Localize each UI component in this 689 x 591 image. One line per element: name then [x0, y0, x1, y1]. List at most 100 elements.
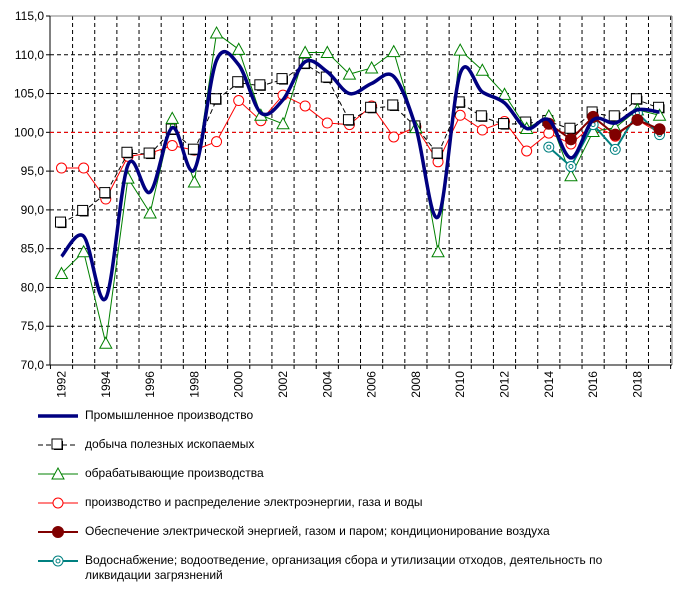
legend-item: производство и распределение электроэнер… — [30, 493, 670, 513]
y-tick-label: 90,0 — [21, 203, 45, 217]
series-2-point — [298, 45, 312, 58]
series-2-point — [98, 336, 113, 349]
series-2-point — [54, 266, 69, 279]
series-3-point — [476, 124, 488, 136]
series-1-point — [187, 143, 199, 155]
x-tick-label: 2008 — [409, 371, 423, 398]
legend-label: производство и распределение электроэнер… — [85, 495, 423, 509]
series-1-point — [276, 73, 288, 85]
series-2-point — [342, 67, 357, 80]
legend-marker — [52, 555, 64, 567]
y-tick-label: 110,0 — [15, 48, 44, 62]
x-tick-label: 1992 — [55, 371, 69, 398]
y-tick-label: 115,0 — [15, 9, 44, 23]
series-4-point — [653, 123, 666, 136]
series-3-point — [56, 162, 67, 174]
series-1-point — [608, 110, 620, 122]
y-tick-label: 75,0 — [21, 319, 45, 333]
y-tick-label: 85,0 — [21, 242, 45, 256]
series-1-point — [498, 118, 509, 130]
legend-marker — [51, 438, 63, 450]
series-2 — [54, 26, 667, 349]
legend-item: Водоснабжение; водоотведение, организаци… — [30, 551, 670, 582]
legend-item: обрабатывающие производства — [30, 464, 670, 484]
legend-item: Промышленное производство — [30, 406, 670, 426]
legend-label: Промышленное производство — [85, 408, 254, 422]
series-1-line — [61, 63, 660, 224]
series-3-point — [388, 131, 400, 143]
series-2-point — [431, 244, 445, 258]
series-2-point — [187, 174, 202, 188]
x-tick-label: 1998 — [187, 371, 201, 398]
legend-marker — [51, 466, 65, 480]
x-tick-label: 2010 — [453, 371, 467, 398]
legend-label: Водоснабжение; водоотведение, организаци… — [85, 553, 603, 582]
series-2-point — [165, 111, 180, 124]
legend-swatch — [38, 438, 78, 450]
series-2-point — [652, 108, 667, 121]
series-2-point — [453, 43, 468, 56]
series-2-point — [386, 44, 401, 58]
legend-label: обрабатывающие производства — [85, 466, 264, 480]
x-tick-label: 2004 — [320, 371, 334, 398]
series-2-point — [76, 244, 91, 258]
series-1-point — [210, 93, 222, 105]
series-2-point — [564, 168, 578, 182]
y-tick-label: 105,0 — [14, 87, 44, 101]
series-5-point-inner — [546, 144, 552, 150]
series-3-point — [211, 136, 223, 148]
series-1-point — [630, 93, 642, 105]
series-3-point — [454, 109, 466, 121]
y-tick-label: 70,0 — [21, 358, 45, 372]
legend-label: Обеспечение электрической энергией, газо… — [85, 524, 550, 538]
legend-item: Обеспечение электрической энергией, газо… — [30, 522, 670, 542]
line-chart: 70,0 75,0 80,0 85,0 90,0 95,0 100,0 105,0 110,0 1… — [14, 9, 673, 398]
series-1-point — [475, 110, 487, 122]
series-3-point — [521, 145, 533, 157]
legend-label: добыча полезных ископаемых — [85, 437, 255, 451]
series-1-point — [99, 187, 111, 199]
series-1-point — [365, 101, 377, 113]
series-3-point — [233, 95, 245, 107]
y-tick-label: 100,0 — [14, 125, 44, 139]
x-tick-label: 1996 — [143, 371, 157, 398]
series-1-point — [55, 216, 66, 228]
y-tick-label: 80,0 — [21, 280, 45, 294]
series-5-point-inner — [612, 146, 618, 152]
series-3-point — [299, 100, 311, 112]
series-5-point — [565, 160, 577, 172]
series-1-point — [77, 204, 89, 216]
series-2-point — [475, 63, 490, 76]
legend-item: добыча полезных ископаемых — [30, 435, 670, 455]
series-5-point — [543, 141, 555, 153]
series-4-point — [564, 133, 577, 146]
series-3-point — [166, 140, 178, 152]
series-2-point — [209, 26, 224, 39]
series-5-point-inner — [568, 163, 574, 169]
x-tick-label: 1994 — [99, 371, 113, 398]
x-tick-label: 2012 — [498, 371, 512, 398]
legend-swatch — [38, 466, 78, 480]
legend-swatch — [38, 526, 78, 538]
x-tick-label: 2014 — [542, 371, 556, 398]
legend-swatch — [38, 414, 78, 418]
series-2-point — [231, 42, 246, 55]
series-1-point — [342, 114, 354, 126]
series-0-line — [60, 49, 660, 302]
series-1-point — [143, 147, 155, 159]
legend-swatch — [38, 497, 78, 509]
legend-marker — [52, 497, 64, 509]
series-3-point — [321, 117, 333, 129]
series-2-point — [276, 116, 290, 130]
series-2-point — [364, 60, 379, 74]
x-tick-label: 2002 — [276, 371, 290, 398]
series-5-point — [609, 143, 621, 155]
series-1-point — [121, 146, 133, 158]
legend-marker — [52, 526, 64, 538]
x-tick-label: 2016 — [586, 371, 600, 398]
x-tick-label: 2000 — [232, 371, 246, 398]
series-2-point — [143, 205, 157, 219]
series-1-point — [254, 79, 266, 91]
x-tick-label: 2018 — [630, 371, 644, 398]
series-4-point — [609, 128, 622, 141]
